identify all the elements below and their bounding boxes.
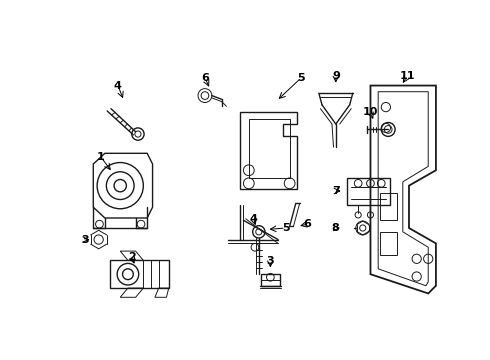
Text: 9: 9 [332,71,340,81]
Text: 5: 5 [297,73,305,83]
Text: 6: 6 [303,219,311,229]
Text: 3: 3 [267,256,274,266]
Text: 4: 4 [114,81,122,91]
Text: 10: 10 [363,108,378,117]
Text: 4: 4 [249,214,257,224]
Text: 1: 1 [97,152,105,162]
Text: 7: 7 [332,186,340,196]
Text: 3: 3 [82,235,89,244]
Text: 6: 6 [201,73,209,83]
Text: 11: 11 [400,71,415,81]
Text: 8: 8 [331,223,339,233]
Text: 5: 5 [282,223,290,233]
Text: 2: 2 [128,252,136,262]
